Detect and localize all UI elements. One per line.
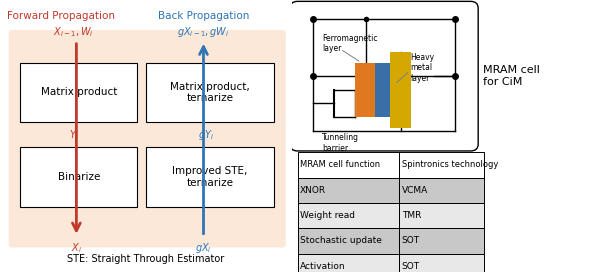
Bar <box>355 63 375 117</box>
Text: Tunneling
barrier: Tunneling barrier <box>322 133 359 153</box>
Text: $Y_i$: $Y_i$ <box>68 128 79 141</box>
Bar <box>298 152 399 178</box>
Text: Heavy
metal
layer: Heavy metal layer <box>410 53 434 83</box>
FancyBboxPatch shape <box>9 30 286 248</box>
Text: Improved STE,
ternarize: Improved STE, ternarize <box>172 166 248 188</box>
FancyBboxPatch shape <box>290 1 478 151</box>
Text: Matrix product,
ternarize: Matrix product, ternarize <box>170 82 250 103</box>
Text: Ferromagnetic
layer: Ferromagnetic layer <box>322 34 377 53</box>
Bar <box>399 203 484 228</box>
Text: Stochastic update: Stochastic update <box>300 236 382 245</box>
Bar <box>20 147 137 207</box>
Text: SOT: SOT <box>402 262 420 271</box>
Text: Weight read: Weight read <box>300 211 355 220</box>
Bar <box>298 203 399 228</box>
Text: $gY_i$: $gY_i$ <box>198 128 214 142</box>
Text: SOT: SOT <box>402 236 420 245</box>
Bar <box>20 63 137 122</box>
Bar <box>298 228 399 254</box>
Text: Forward Propagation: Forward Propagation <box>7 11 115 21</box>
Text: Back Propagation: Back Propagation <box>158 11 250 21</box>
Bar <box>399 228 484 254</box>
Text: VCMA: VCMA <box>402 186 428 195</box>
Bar <box>298 178 399 203</box>
Text: Matrix product: Matrix product <box>40 88 117 97</box>
Bar <box>399 152 484 178</box>
Text: MRAM cell function: MRAM cell function <box>300 160 380 169</box>
Text: XNOR: XNOR <box>300 186 326 195</box>
Text: $X_{i-1}, W_i$: $X_{i-1}, W_i$ <box>53 26 94 39</box>
Text: STE: Straight Through Estimator: STE: Straight Through Estimator <box>67 254 224 264</box>
Text: Activation: Activation <box>300 262 346 271</box>
Bar <box>375 63 390 117</box>
Bar <box>298 254 399 272</box>
Text: TMR: TMR <box>402 211 421 220</box>
Bar <box>399 254 484 272</box>
Bar <box>390 52 411 128</box>
Bar <box>146 63 274 122</box>
Text: $gX_{i-1}, gW_i$: $gX_{i-1}, gW_i$ <box>177 26 230 39</box>
Bar <box>146 147 274 207</box>
Text: $X_i$: $X_i$ <box>71 241 82 255</box>
Bar <box>399 178 484 203</box>
Text: $gX_i$: $gX_i$ <box>195 241 212 255</box>
Text: Spintronics technology: Spintronics technology <box>402 160 498 169</box>
Text: MRAM cell
for CiM: MRAM cell for CiM <box>483 65 540 87</box>
Text: Binarize: Binarize <box>58 172 100 182</box>
